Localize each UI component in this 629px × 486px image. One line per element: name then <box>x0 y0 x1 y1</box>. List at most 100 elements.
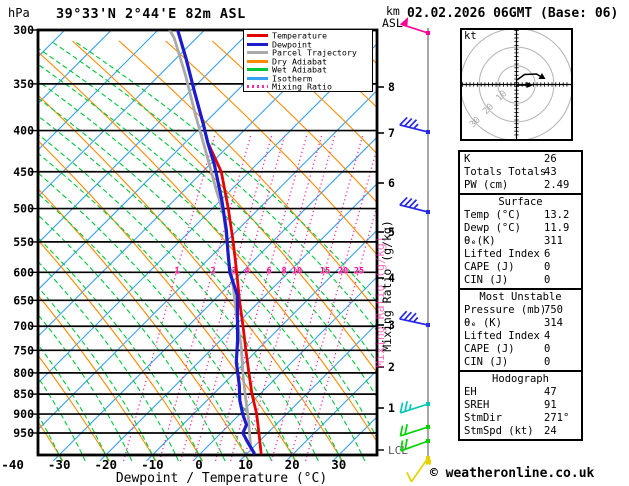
mixing-ratio-value-label: 10 <box>292 267 302 277</box>
isotherm-line <box>285 370 376 461</box>
wet-adiabat-line <box>39 98 366 461</box>
row-value: 11.9 <box>544 222 570 234</box>
section-header: Hodograph <box>492 373 549 385</box>
table-row: CAPE (J) 0 <box>460 261 581 274</box>
pressure-tick-label: 650 <box>13 293 34 307</box>
dewpoint-curve <box>176 30 256 455</box>
row-value: 0 <box>544 261 551 273</box>
wind-barb <box>399 196 430 214</box>
wind-barb <box>406 456 430 483</box>
table-section: Hodograph EH 47 SREH 91 StmDir 271° StmSpd (kt)… <box>460 370 581 439</box>
temp-tick-label: 0 <box>195 457 203 472</box>
legend-item: Wet Adiabat <box>247 65 372 74</box>
isotherm-line <box>39 30 205 197</box>
altitude-axis-group: 8 7 6 5 4 3 2 1 LCL <box>377 80 408 457</box>
row-value: 0 <box>544 356 551 368</box>
temp-tick-label: 30 <box>331 457 346 472</box>
legend-swatch <box>247 42 268 46</box>
row-value: 26 <box>544 153 557 165</box>
wind-barb <box>400 17 430 35</box>
mixing-ratio-line <box>158 134 252 461</box>
legend-label: Parcel Trajectory <box>272 47 357 58</box>
wet-adiabat-line <box>39 193 249 461</box>
table-row: Totals Totals 43 <box>460 166 581 179</box>
legend-item: Dewpoint <box>247 40 372 48</box>
dry-adiabat-line <box>165 40 376 255</box>
wet-adiabat-line <box>39 237 203 461</box>
legend-swatch <box>247 76 268 80</box>
row-value: 24 <box>544 425 557 437</box>
mixing-ratio-value-label: 6 <box>266 267 271 277</box>
table-row: Pressure (mb) 750 <box>460 304 581 317</box>
dry-adiabat-line <box>258 40 376 154</box>
row-label: Pressure (mb) <box>464 304 547 316</box>
row-value: 6 <box>544 248 551 260</box>
mixing-ratio-line <box>214 134 308 461</box>
mixing-ratio-line <box>122 134 216 461</box>
legend-item: Temperature <box>247 31 372 40</box>
legend-swatch <box>247 68 268 71</box>
table-section: K 26 Totals Totals 43 PW (cm) 2.49 <box>460 152 581 193</box>
mixing-ratio-value-label: 8 <box>281 267 286 277</box>
table-row: StmDir 271° <box>460 412 581 425</box>
hodograph-unit-label: kt <box>464 30 477 42</box>
row-value: 43 <box>544 166 557 178</box>
alt-unit-km-label: km <box>386 4 400 18</box>
wet-adiabat-line <box>39 115 343 461</box>
wind-barbs-group <box>399 17 431 483</box>
mixing-ratio-axis-label-pink: Mixing Ratio (g/kg) <box>373 236 387 368</box>
isotherm-line <box>192 277 376 461</box>
legend-swatch <box>247 34 268 37</box>
wet-adiabat-line <box>39 215 226 461</box>
section-header: Surface <box>498 196 543 208</box>
legend-swatch <box>247 85 268 88</box>
row-value: 0 <box>544 343 551 355</box>
mixing-ratio-value-label: 3 <box>231 267 236 277</box>
run-datetime: 02.02.2026 06GMT (Base: 06) <box>407 6 619 21</box>
row-label: Temp (°C) <box>464 209 521 221</box>
pressure-unit-label: hPa <box>8 6 30 20</box>
isotherm-line <box>39 30 112 104</box>
pressure-tick-label: 850 <box>13 387 34 401</box>
wind-barb <box>399 401 430 414</box>
row-label: θₑ (K) <box>464 317 502 329</box>
pressure-tick-label: 950 <box>13 426 34 440</box>
mixing-ratio-line <box>242 134 336 461</box>
row-label: θₑ(K) <box>464 235 496 247</box>
copyright: © weatheronline.co.uk <box>430 466 595 481</box>
table-row: Dewp (°C) 11.9 <box>460 222 581 235</box>
pressure-tick-label: 900 <box>13 407 34 421</box>
hodograph-trace <box>516 73 542 81</box>
row-label: Lifted Index <box>464 248 540 260</box>
mixing-ratio-value-labels: 1 2 3 4 6 8 10 15 20 25 <box>174 266 364 277</box>
row-label: SREH <box>464 399 490 411</box>
pressure-tick-label: 600 <box>13 265 34 279</box>
pressure-tick-label: 300 <box>13 23 34 37</box>
temp-tick-label: -30 <box>48 457 71 472</box>
isotherm-line <box>99 184 376 461</box>
wet-adiabat-line <box>39 173 273 461</box>
wind-barb <box>399 310 430 327</box>
row-label: StmSpd (kt) <box>464 425 534 437</box>
temp-tick-label: 10 <box>238 457 253 472</box>
table-row: CIN (J) 0 <box>460 274 581 287</box>
legend-swatch <box>247 51 268 54</box>
temp-tick-label: -20 <box>95 457 118 472</box>
row-label: StmDir <box>464 412 502 424</box>
indices-table: K 26 Totals Totals 43 PW (cm) 2.49 Surface Temp… <box>458 150 583 441</box>
surface-marker <box>426 459 431 465</box>
legend-swatch <box>247 59 268 63</box>
pressure-tick-label: 800 <box>13 366 34 380</box>
table-section: Surface Temp (°C) 13.2 Dewp (°C) 11.9 θₑ(K) 31… <box>460 193 581 288</box>
legend-item: Parcel Trajectory <box>247 48 372 57</box>
table-row: StmSpd (kt) 24 <box>460 425 581 438</box>
dry-adiabat-line <box>39 240 204 461</box>
isotherm-line <box>146 230 376 461</box>
legend-label: Wet Adiabat <box>272 64 327 75</box>
row-label: CIN (J) <box>464 356 509 368</box>
dry-adiabat-line <box>39 140 297 461</box>
temp-tick-label: 20 <box>285 457 300 472</box>
isotherm-line <box>39 44 376 383</box>
legend-label: Isotherm <box>272 72 312 83</box>
